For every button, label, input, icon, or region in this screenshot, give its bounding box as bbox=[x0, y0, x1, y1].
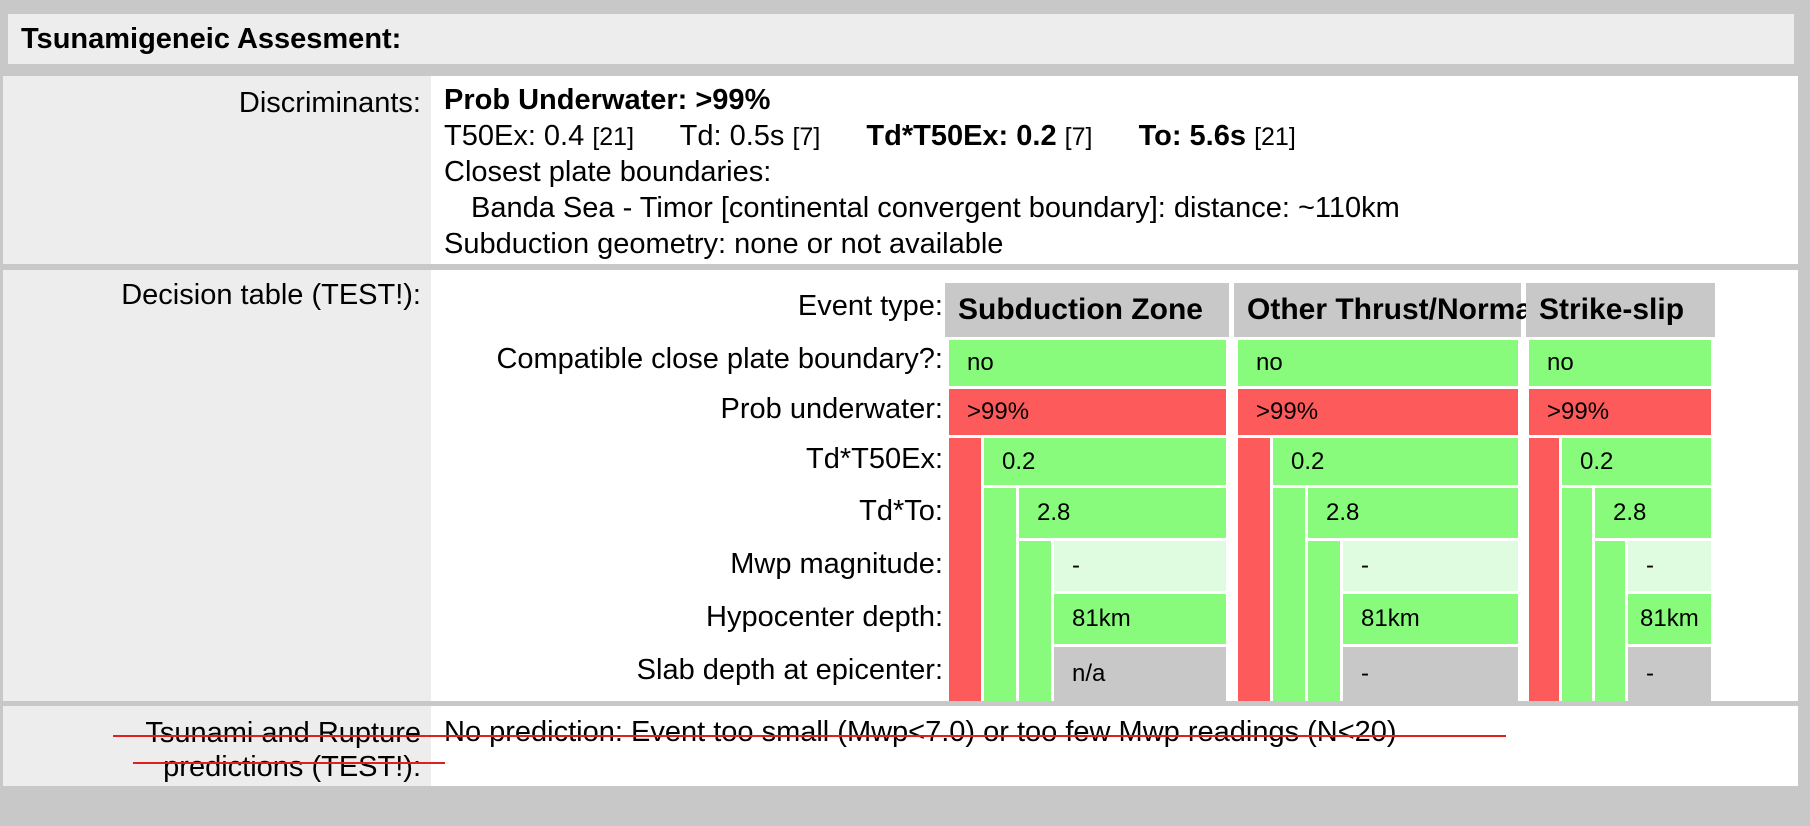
discriminants-cell: Prob Underwater: >99% T50Ex: 0.4 [21] Td… bbox=[431, 76, 1798, 264]
to-count: [21] bbox=[1254, 123, 1296, 151]
green-bar-strike-1 bbox=[1562, 488, 1592, 701]
row-label-td-t50ex: Td*T50Ex: bbox=[806, 443, 943, 475]
green-bar-strike-2 bbox=[1595, 541, 1625, 701]
decision-table-label: Decision table (TEST!): bbox=[121, 279, 421, 311]
event-type-label: Event type: bbox=[797, 290, 943, 322]
green-bar-subduction-1 bbox=[984, 488, 1016, 701]
prob-underwater-summary: Prob Underwater: >99% bbox=[444, 84, 771, 116]
predictions-label-cell: Tsunami and Rupture predictions (TEST!): bbox=[3, 706, 431, 786]
discriminants-label: Discriminants: bbox=[238, 87, 421, 119]
col-header-strike-slip: Strike-slip bbox=[1526, 283, 1715, 337]
row-label-mwp: Mwp magnitude: bbox=[730, 548, 943, 580]
green-bar-subduction-2 bbox=[1019, 541, 1051, 701]
cell-prob-strike: >99% bbox=[1529, 389, 1711, 435]
predictions-text: No prediction: Event too small (Mwp<7.0)… bbox=[444, 716, 1397, 748]
red-bar-strike bbox=[1529, 438, 1559, 701]
subduction-geometry: Subduction geometry: none or not availab… bbox=[444, 228, 1004, 260]
row-labels: Event type: Compatible close plate bound… bbox=[431, 270, 943, 701]
col-header-subduction: Subduction Zone bbox=[945, 283, 1229, 337]
cell-hypocenter-thrust: 81km bbox=[1343, 594, 1518, 644]
to-value: To: 5.6s bbox=[1138, 120, 1246, 152]
row-label-td-to: Td*To: bbox=[859, 495, 943, 527]
closest-plate-value: Banda Sea - Timor [continental convergen… bbox=[471, 192, 1400, 224]
section-title: Tsunamigeneic Assesment: bbox=[21, 23, 402, 55]
predictions-cell: No prediction: Event too small (Mwp<7.0)… bbox=[431, 706, 1798, 786]
cell-slab-strike: - bbox=[1628, 647, 1711, 701]
cell-td-t50ex-thrust: 0.2 bbox=[1273, 438, 1518, 485]
predictions-label: Tsunami and Rupture predictions (TEST!): bbox=[145, 716, 421, 784]
row-label-slab-depth: Slab depth at epicenter: bbox=[636, 654, 943, 686]
strikethrough-line-2 bbox=[133, 762, 445, 764]
decision-label-cell: Decision table (TEST!): bbox=[3, 270, 431, 701]
discriminants-label-cell: Discriminants: bbox=[3, 76, 431, 264]
cell-td-t50ex-strike: 0.2 bbox=[1562, 438, 1711, 485]
cell-mwp-strike: - bbox=[1628, 541, 1711, 591]
row-label-prob-underwater: Prob underwater: bbox=[720, 393, 943, 425]
cell-prob-subduction: >99% bbox=[949, 389, 1226, 435]
decision-table-cell: Event type: Compatible close plate bound… bbox=[431, 270, 1798, 701]
t50ex-count: [21] bbox=[592, 123, 635, 151]
td-value: Td: 0.5s bbox=[679, 120, 785, 152]
red-bar-subduction bbox=[949, 438, 981, 701]
td-t50ex-count: [7] bbox=[1064, 123, 1093, 151]
strikethrough-line-1 bbox=[113, 735, 1506, 737]
cell-td-to-thrust: 2.8 bbox=[1308, 488, 1518, 538]
metrics-line: T50Ex: 0.4 [21] Td: 0.5s [7] Td*T50Ex: 0… bbox=[444, 118, 1296, 155]
predictions-label-line1: Tsunami and Rupture bbox=[145, 717, 421, 749]
td-t50ex-value: Td*T50Ex: 0.2 bbox=[866, 120, 1057, 152]
cell-slab-subduction: n/a bbox=[1054, 647, 1226, 701]
cell-hypocenter-subduction: 81km bbox=[1054, 594, 1226, 644]
row-label-hypocenter: Hypocenter depth: bbox=[706, 601, 943, 633]
green-bar-thrust-1 bbox=[1273, 488, 1305, 701]
td-count: [7] bbox=[792, 123, 821, 151]
cell-td-to-strike: 2.8 bbox=[1595, 488, 1711, 538]
section-header: Tsunamigeneic Assesment: bbox=[8, 14, 1794, 64]
cell-compatible-strike: no bbox=[1529, 340, 1711, 386]
col-header-thrust-normal: Other Thrust/Normal bbox=[1234, 283, 1540, 337]
cell-mwp-subduction: - bbox=[1054, 541, 1226, 591]
cell-mwp-thrust: - bbox=[1343, 541, 1518, 591]
predictions-label-line2: predictions (TEST!): bbox=[163, 751, 421, 783]
green-bar-thrust-2 bbox=[1308, 541, 1340, 701]
red-bar-thrust bbox=[1238, 438, 1270, 701]
closest-plate-title: Closest plate boundaries: bbox=[444, 156, 772, 188]
cell-prob-thrust: >99% bbox=[1238, 389, 1518, 435]
cell-compatible-thrust: no bbox=[1238, 340, 1518, 386]
t50ex-value: T50Ex: 0.4 bbox=[444, 120, 585, 152]
cell-compatible-subduction: no bbox=[949, 340, 1226, 386]
cell-slab-thrust: - bbox=[1343, 647, 1518, 701]
cell-hypocenter-strike: 81km bbox=[1628, 594, 1711, 644]
cell-td-t50ex-subduction: 0.2 bbox=[984, 438, 1226, 485]
cell-td-to-subduction: 2.8 bbox=[1019, 488, 1226, 538]
row-label-compatible: Compatible close plate boundary?: bbox=[496, 343, 943, 375]
